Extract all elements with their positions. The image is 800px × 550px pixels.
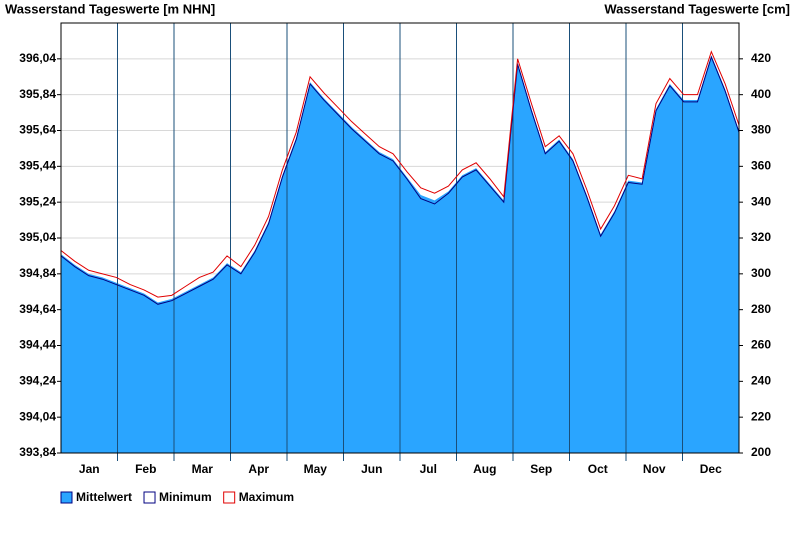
y2-tick-label: 340 bbox=[751, 194, 771, 208]
x-tick-label: Jun bbox=[361, 462, 382, 476]
y-tick-label: 395,44 bbox=[19, 159, 56, 173]
y-tick-label: 395,84 bbox=[19, 87, 56, 101]
y-tick-label: 394,64 bbox=[19, 302, 56, 316]
x-tick-label: Mar bbox=[192, 462, 214, 476]
legend-label: Maximum bbox=[239, 490, 294, 504]
y-tick-label: 394,04 bbox=[19, 409, 56, 423]
y-tick-label: 394,84 bbox=[19, 266, 56, 280]
y-tick-label: 393,84 bbox=[19, 445, 56, 459]
y-tick-label: 394,24 bbox=[19, 374, 56, 388]
legend-label: Mittelwert bbox=[76, 490, 132, 504]
y2-tick-label: 320 bbox=[751, 230, 771, 244]
y2-tick-label: 220 bbox=[751, 409, 771, 423]
x-tick-label: Jan bbox=[79, 462, 100, 476]
line bbox=[60, 50, 740, 298]
y2-tick-label: 200 bbox=[751, 445, 771, 459]
x-tick-label: Nov bbox=[643, 462, 666, 476]
y2-tick-label: 260 bbox=[751, 338, 771, 352]
legend-swatch bbox=[143, 491, 156, 504]
y-tick-label: 394,44 bbox=[19, 338, 56, 352]
y-tick-label: 395,64 bbox=[19, 123, 56, 137]
x-tick-label: May bbox=[304, 462, 328, 476]
y2-tick-label: 400 bbox=[751, 87, 771, 101]
x-tick-label: Feb bbox=[135, 462, 156, 476]
x-tick-label: Apr bbox=[248, 462, 269, 476]
x-tick-label: Jul bbox=[420, 462, 437, 476]
y2-tick-label: 420 bbox=[751, 51, 771, 65]
y2-tick-label: 360 bbox=[751, 159, 771, 173]
y2-tick-label: 240 bbox=[751, 374, 771, 388]
y-tick-label: 395,24 bbox=[19, 194, 56, 208]
y2-title: Wasserstand Tageswerte [cm] bbox=[604, 1, 790, 16]
y-tick-label: 395,04 bbox=[19, 230, 56, 244]
line bbox=[60, 55, 740, 305]
plot-frame bbox=[60, 22, 740, 454]
chart-title: Wasserstand Tageswerte [m NHN] bbox=[5, 1, 215, 16]
x-tick-label: Sep bbox=[530, 462, 552, 476]
x-tick-label: Dec bbox=[700, 462, 722, 476]
legend-label: Minimum bbox=[159, 490, 212, 504]
y2-tick-label: 280 bbox=[751, 302, 771, 316]
y2-tick-label: 380 bbox=[751, 123, 771, 137]
legend-swatch bbox=[223, 491, 236, 504]
x-tick-label: Oct bbox=[588, 462, 608, 476]
y2-tick-label: 300 bbox=[751, 266, 771, 280]
legend-swatch bbox=[60, 491, 73, 504]
y-tick-label: 396,04 bbox=[19, 51, 56, 65]
x-tick-label: Aug bbox=[473, 462, 496, 476]
